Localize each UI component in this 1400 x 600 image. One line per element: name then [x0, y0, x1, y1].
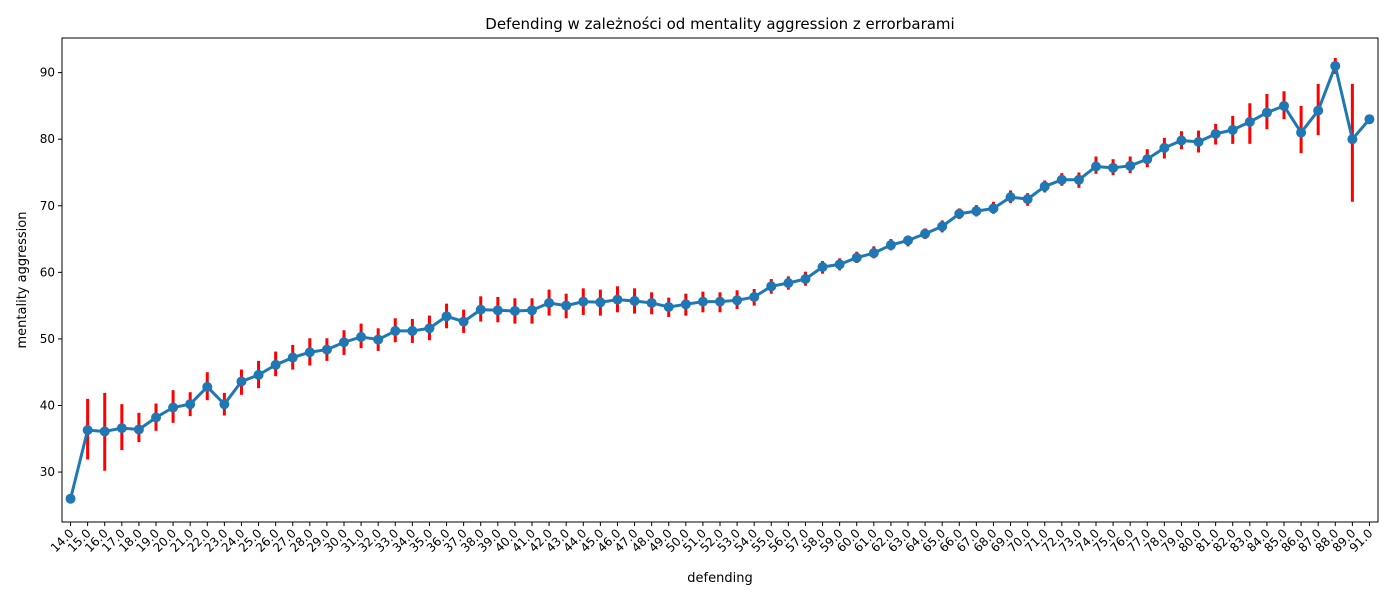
data-point — [339, 337, 349, 348]
data-point — [851, 252, 862, 263]
data-point — [99, 426, 110, 437]
data-point — [663, 301, 674, 312]
data-point — [133, 424, 144, 435]
data-point — [1210, 128, 1221, 139]
data-point — [202, 381, 213, 392]
data-point — [971, 206, 982, 217]
data-point — [1022, 194, 1033, 205]
data-point — [954, 208, 965, 219]
data-point — [561, 300, 572, 311]
y-tick-label: 90 — [40, 66, 55, 80]
data-point — [253, 369, 264, 380]
x-axis-label: defending — [687, 571, 752, 586]
y-tick-label: 30 — [40, 465, 55, 479]
y-tick-label: 60 — [40, 265, 55, 279]
data-point — [1227, 124, 1238, 135]
y-axis-label: mentality aggression — [15, 212, 30, 349]
data-point — [595, 297, 606, 308]
data-point — [697, 296, 708, 307]
data-point — [390, 325, 401, 336]
data-point — [1296, 127, 1307, 138]
data-point — [612, 294, 623, 305]
data-point — [527, 305, 537, 316]
data-point — [407, 325, 418, 336]
data-point — [1330, 60, 1341, 71]
points — [65, 60, 1375, 504]
data-point — [1176, 135, 1187, 146]
data-point — [475, 304, 486, 315]
data-point — [937, 221, 948, 232]
data-point — [151, 412, 161, 423]
chart-title: Defending w zależności od mentality aggr… — [485, 15, 954, 33]
data-point — [680, 299, 691, 310]
data-point — [1091, 161, 1101, 172]
data-point — [920, 228, 931, 239]
y-axis: 30 40 50 60 70 80 90 — [40, 66, 62, 479]
data-point — [270, 359, 281, 370]
data-point — [1279, 100, 1289, 111]
data-point — [82, 425, 93, 436]
data-point — [1313, 105, 1324, 116]
series-line — [69, 64, 1371, 500]
data-point — [868, 248, 879, 259]
data-point — [65, 493, 76, 504]
data-point — [441, 311, 452, 322]
data-point — [800, 274, 811, 285]
plot-frame — [61, 37, 1379, 523]
y-tick-label: 50 — [40, 332, 55, 346]
data-point — [544, 297, 555, 308]
data-point — [646, 297, 657, 308]
data-point — [492, 305, 503, 316]
data-point — [732, 295, 743, 306]
y-tick-label: 40 — [40, 398, 55, 412]
data-point — [817, 262, 828, 273]
data-point — [749, 291, 760, 302]
data-point — [287, 352, 298, 363]
data-point — [1347, 134, 1358, 145]
data-point — [116, 423, 127, 434]
y-tick-label: 70 — [40, 199, 55, 213]
data-point — [356, 331, 367, 342]
data-point — [236, 376, 247, 387]
data-point — [1142, 154, 1153, 165]
data-point — [185, 399, 196, 410]
data-point — [168, 402, 179, 413]
data-point — [304, 347, 315, 358]
data-point — [1261, 107, 1272, 118]
data-point — [509, 305, 520, 316]
data-point — [1159, 142, 1170, 153]
data-point — [219, 399, 230, 410]
errorbars — [86, 57, 1354, 471]
data-point — [1073, 174, 1084, 185]
data-point — [834, 259, 845, 270]
data-point — [1056, 174, 1067, 185]
data-point — [321, 344, 332, 355]
data-point — [373, 334, 384, 345]
data-point — [1244, 116, 1255, 127]
data-point — [885, 240, 896, 251]
data-point — [1364, 114, 1375, 125]
data-point — [715, 296, 725, 307]
data-point — [766, 281, 777, 292]
data-point — [1039, 181, 1050, 192]
x-axis: 14.015.016.017.018.019.020.021.022.023.0… — [48, 522, 1376, 555]
data-point — [903, 235, 913, 246]
data-point — [783, 277, 794, 288]
data-point — [578, 296, 589, 307]
series-line-group — [69, 64, 1371, 500]
data-point — [1193, 136, 1204, 147]
data-point — [629, 295, 640, 306]
y-tick-label: 80 — [40, 132, 55, 146]
data-point — [1125, 160, 1136, 171]
data-point — [424, 323, 435, 334]
data-point — [1108, 162, 1119, 173]
data-point — [1005, 192, 1016, 203]
data-point — [458, 316, 469, 327]
data-point — [988, 203, 999, 214]
